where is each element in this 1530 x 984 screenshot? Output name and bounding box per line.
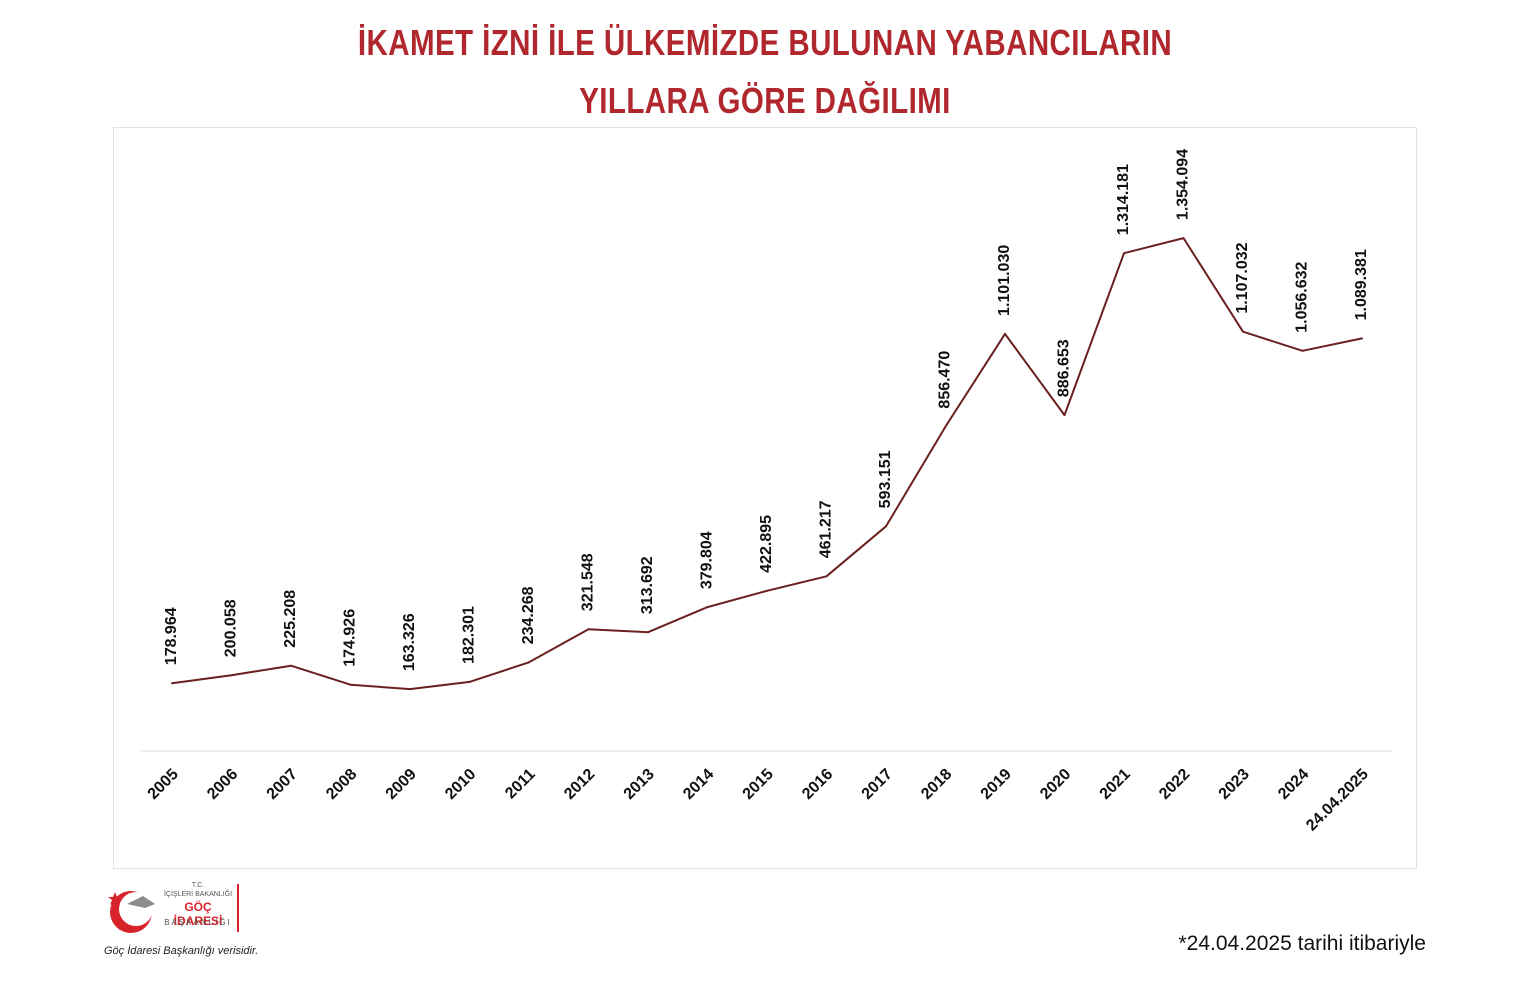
logo-divider bbox=[237, 884, 239, 932]
x-tick-label: 2017 bbox=[859, 766, 896, 803]
logo-text-tc: T.C. bbox=[191, 882, 205, 889]
goc-idaresi-logo: T.C. İÇİŞLERİ BAKANLIĞI GÖÇ İDARESİ BAŞK… bbox=[103, 882, 253, 942]
x-tick-label: 2007 bbox=[264, 766, 301, 803]
logo-text-baskanligi: BAŞKANLIĞI bbox=[164, 918, 232, 927]
x-tick-label: 2023 bbox=[1216, 766, 1253, 803]
x-tick-label: 2005 bbox=[145, 766, 182, 803]
x-tick-label: 2020 bbox=[1037, 766, 1074, 803]
data-point bbox=[1242, 330, 1244, 333]
data-point bbox=[230, 674, 233, 677]
data-point bbox=[1182, 237, 1185, 240]
x-tick-label: 2021 bbox=[1097, 766, 1134, 803]
source-text: Göç İdaresi Başkanlığı verisidir. bbox=[104, 945, 259, 957]
data-point bbox=[1361, 337, 1363, 340]
data-label: 234.268 bbox=[520, 586, 537, 644]
data-label: 182.301 bbox=[461, 606, 478, 664]
data-point bbox=[349, 683, 352, 686]
chart-frame bbox=[113, 127, 1417, 869]
data-point bbox=[587, 628, 590, 631]
x-tick-label: 2016 bbox=[799, 766, 836, 803]
data-label: 1.107.032 bbox=[1234, 242, 1251, 313]
data-point bbox=[706, 606, 709, 609]
data-label: 163.326 bbox=[401, 613, 418, 671]
data-label: 1.354.094 bbox=[1175, 149, 1192, 220]
data-point bbox=[409, 688, 411, 691]
data-point bbox=[1123, 252, 1125, 255]
data-point bbox=[1063, 414, 1066, 417]
data-point bbox=[647, 631, 649, 634]
data-point bbox=[290, 664, 292, 667]
x-tick-label: 2015 bbox=[740, 766, 777, 803]
chart-title-line1: İKAMET İZNİ İLE ÜLKEMİZDE BULUNAN YABANC… bbox=[357, 22, 1173, 63]
data-label: 1.056.632 bbox=[1294, 261, 1311, 332]
data-label: 174.926 bbox=[342, 609, 359, 667]
logo-text-ministry: İÇİŞLERİ BAKANLIĞI bbox=[163, 891, 233, 898]
data-label: 422.895 bbox=[758, 515, 775, 573]
data-label: 379.804 bbox=[699, 531, 716, 589]
data-label: 178.964 bbox=[163, 607, 180, 665]
x-tick-label: 2018 bbox=[918, 766, 955, 803]
x-tick-label: 2014 bbox=[680, 766, 717, 803]
x-tick-label: 2006 bbox=[204, 766, 241, 803]
data-point bbox=[944, 425, 947, 428]
data-point bbox=[825, 575, 828, 578]
chart-title-line2: YILLARA GÖRE DAĞILIMI bbox=[579, 80, 951, 121]
data-point bbox=[885, 525, 887, 528]
x-tick-label: 2009 bbox=[383, 766, 420, 803]
x-tick-label: 2008 bbox=[323, 766, 360, 803]
logo-text-goc-idaresi: GÖÇ İDARESİ bbox=[173, 900, 223, 928]
data-point bbox=[1301, 349, 1304, 352]
x-tick-label: 2022 bbox=[1156, 766, 1193, 803]
crescent-star-icon bbox=[108, 891, 155, 933]
x-tick-label: 2012 bbox=[561, 766, 598, 803]
data-point bbox=[1004, 332, 1006, 335]
data-label: 200.058 bbox=[223, 599, 240, 657]
data-label: 593.151 bbox=[877, 450, 894, 508]
x-tick-label: 2011 bbox=[502, 766, 539, 803]
data-label: 1.314.181 bbox=[1115, 164, 1132, 235]
x-tick-label: 24.04.2025 bbox=[1303, 766, 1372, 835]
data-point bbox=[766, 589, 768, 592]
data-label: 321.548 bbox=[580, 553, 597, 611]
x-tick-label: 2019 bbox=[978, 766, 1015, 803]
data-label: 856.470 bbox=[937, 351, 954, 409]
data-label: 461.217 bbox=[818, 500, 835, 558]
x-tick-label: 2010 bbox=[442, 766, 479, 803]
data-point bbox=[528, 661, 530, 664]
footnote: *24.04.2025 tarihi itibariyle bbox=[1178, 932, 1427, 955]
data-label: 313.692 bbox=[639, 556, 656, 614]
data-label: 1.089.381 bbox=[1353, 249, 1370, 320]
x-tick-label: 2013 bbox=[621, 766, 658, 803]
data-point bbox=[171, 682, 173, 685]
data-label: 886.653 bbox=[1056, 339, 1073, 397]
data-label: 1.101.030 bbox=[996, 245, 1013, 316]
data-point bbox=[468, 680, 471, 683]
x-tick-label: 2024 bbox=[1275, 766, 1312, 803]
data-label: 225.208 bbox=[282, 590, 299, 648]
